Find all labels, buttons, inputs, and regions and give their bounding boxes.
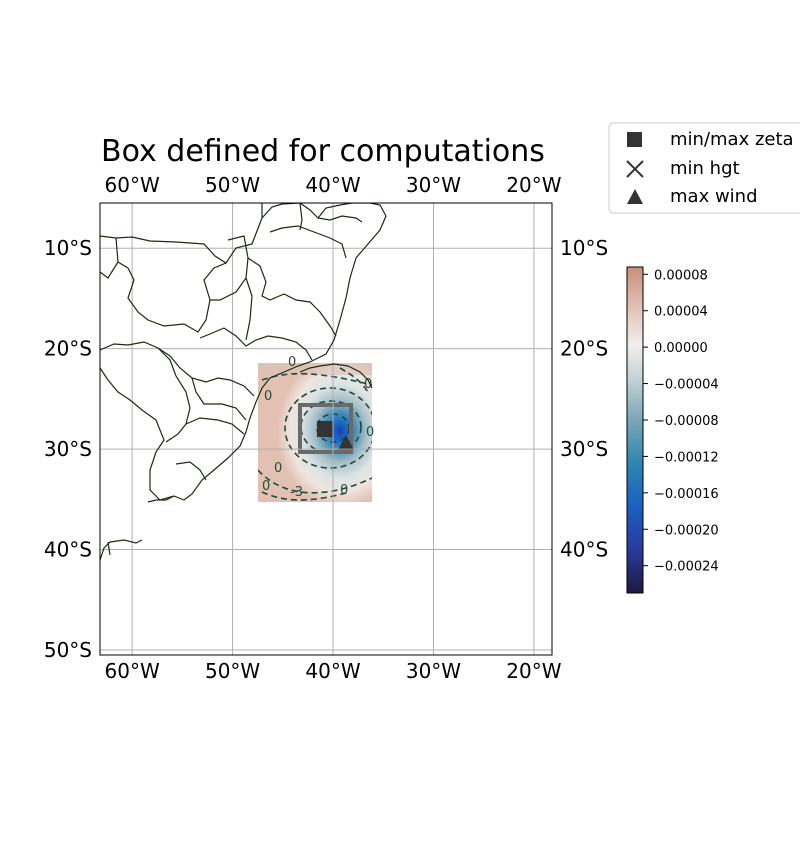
legend: min/max zeta min hgt max wind	[608, 122, 800, 214]
bottom-lon-tick-label: 40°W	[305, 659, 360, 683]
map-frame	[99, 202, 553, 656]
contour-label: 0	[364, 377, 372, 392]
contour-label: 0	[262, 479, 270, 494]
top-lon-tick-label: 50°W	[205, 173, 260, 197]
legend-label: min hgt	[670, 158, 740, 179]
border-line	[191, 377, 247, 421]
right-lat-tick-label: 10°S	[560, 236, 608, 260]
bottom-lon-tick-label: 50°W	[205, 659, 260, 683]
border-line	[245, 277, 253, 341]
contour-line	[284, 387, 372, 469]
colorbar-tick-label: −0.00020	[654, 523, 719, 538]
border-line	[269, 225, 347, 259]
gridlines	[100, 203, 552, 655]
border-line	[100, 367, 175, 501]
border-line	[261, 203, 353, 219]
right-lat-tick-label: 40°S	[560, 538, 608, 562]
coastline	[147, 495, 175, 503]
left-lat-tick-label: 40°S	[44, 538, 92, 562]
left-lat-tick-label: 30°S	[44, 437, 92, 461]
contour-label: 0	[288, 355, 296, 370]
contour-label: 0	[366, 425, 374, 440]
bottom-lon-tick-label: 20°W	[506, 659, 561, 683]
border-line	[175, 461, 207, 481]
max-wind-marker	[338, 435, 354, 450]
contour-label: 0	[264, 389, 272, 404]
legend-box	[608, 122, 800, 214]
legend-square-icon	[627, 132, 642, 147]
left-lat-tick-label: 50°S	[44, 638, 92, 662]
coastlines-borders	[100, 203, 387, 561]
border-line	[247, 257, 337, 337]
border-line	[299, 203, 303, 231]
contour-line	[261, 491, 351, 501]
coastline	[173, 365, 299, 501]
coastline	[100, 539, 143, 561]
vorticity-field: 0 0 0 0 0 0 -3 0	[258, 355, 374, 502]
border-line	[317, 215, 363, 223]
map-title: Box defined for computations	[101, 134, 545, 169]
colorbar-tick-label: −0.00016	[654, 487, 719, 502]
legend-label: min/max zeta	[670, 129, 794, 150]
border-line	[199, 327, 313, 361]
border-line	[115, 237, 227, 333]
coastline	[299, 363, 373, 389]
legend-x-icon	[626, 160, 644, 178]
min-max-zeta-marker	[317, 421, 333, 437]
colorbar-tick-label: 0.00000	[654, 341, 708, 356]
border-line	[107, 541, 111, 556]
colorbar-tick-label: 0.00004	[654, 305, 708, 320]
top-lon-tick-label: 60°W	[105, 173, 160, 197]
legend-label: max wind	[670, 186, 758, 207]
colorbar-gradient	[626, 266, 644, 594]
border-line	[157, 347, 191, 443]
right-lat-tick-label: 20°S	[560, 337, 608, 361]
colorbar-tick-label: 0.00008	[654, 268, 708, 283]
left-lat-tick-label: 20°S	[44, 337, 92, 361]
contour-label: -3	[290, 485, 303, 500]
colorbar-tick-label: −0.00012	[654, 450, 719, 465]
legend-triangle-icon	[627, 189, 643, 204]
border-line	[185, 417, 245, 435]
border-line	[100, 261, 119, 279]
contour-line	[261, 372, 372, 386]
top-lon-tick-label: 40°W	[305, 173, 360, 197]
computation-box	[298, 403, 353, 454]
colorbar: 0.00008 0.00004 0.00000 −0.00004 −0.0000…	[626, 266, 719, 594]
bottom-lon-tick-label: 60°W	[105, 659, 160, 683]
contour-label: 0	[274, 461, 282, 476]
contour-label: 0	[340, 483, 348, 498]
border-line	[100, 203, 263, 264]
colorbar-tick-label: −0.00008	[654, 414, 719, 429]
vorticity-shading-top	[258, 363, 372, 375]
coastline	[297, 203, 387, 367]
top-lon-tick-label: 30°W	[406, 173, 461, 197]
colorbar-tick-label: −0.00004	[654, 378, 719, 393]
colorbar-tick-label: −0.00024	[654, 560, 719, 575]
left-lat-tick-label: 10°S	[44, 236, 92, 260]
contour-line	[258, 469, 372, 494]
contour-line	[339, 367, 369, 393]
right-lat-tick-label: 30°S	[560, 437, 608, 461]
bottom-lon-tick-label: 30°W	[406, 659, 461, 683]
top-lon-tick-label: 20°W	[506, 173, 561, 197]
vorticity-shading	[258, 363, 372, 502]
border-line	[100, 341, 255, 397]
